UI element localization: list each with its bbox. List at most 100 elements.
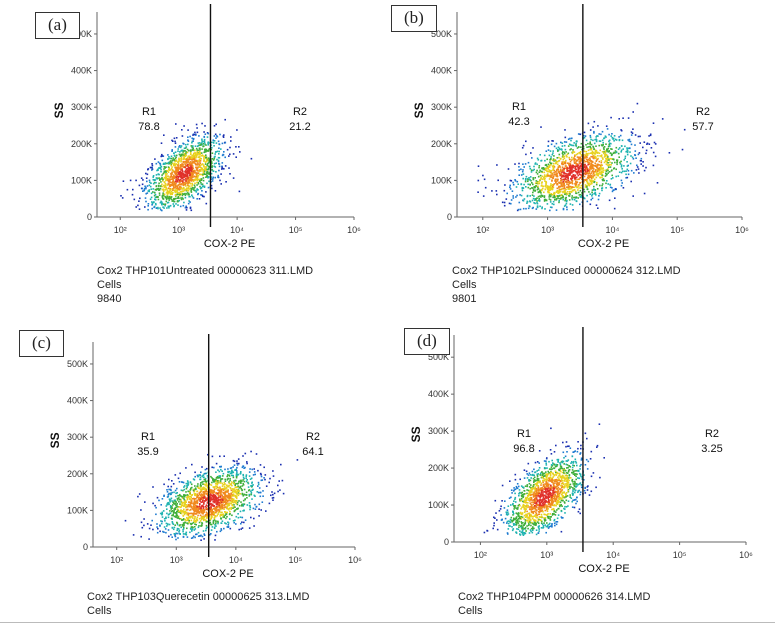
data-point — [601, 144, 603, 146]
data-point — [213, 490, 215, 492]
data-point — [220, 466, 222, 468]
data-point — [590, 181, 592, 183]
data-point — [174, 163, 176, 165]
data-point — [610, 164, 612, 166]
data-point — [576, 186, 578, 188]
data-point — [612, 137, 614, 139]
data-point — [259, 504, 261, 506]
data-point — [181, 129, 183, 131]
data-point — [588, 184, 590, 186]
data-point — [563, 171, 565, 173]
data-point — [221, 167, 223, 169]
data-point — [164, 518, 166, 520]
data-point — [566, 206, 568, 208]
data-point — [189, 164, 191, 166]
data-point — [570, 170, 572, 172]
data-point — [214, 140, 216, 142]
data-point — [637, 103, 639, 105]
data-point — [200, 484, 202, 486]
data-point — [220, 183, 222, 185]
data-point — [234, 511, 236, 513]
data-point — [165, 528, 167, 530]
data-point — [176, 137, 178, 139]
data-point — [563, 181, 565, 183]
data-point — [523, 200, 525, 202]
data-point — [567, 193, 569, 195]
data-point — [159, 207, 161, 209]
data-point — [127, 189, 129, 191]
data-point — [615, 176, 617, 178]
data-point — [174, 177, 176, 179]
data-point — [553, 176, 555, 178]
data-point — [168, 187, 170, 189]
data-point — [635, 134, 637, 136]
data-point — [632, 195, 634, 197]
data-point — [205, 530, 207, 532]
data-point — [564, 141, 566, 143]
data-point — [152, 165, 154, 167]
data-point — [187, 189, 189, 191]
data-point — [169, 501, 171, 503]
y-tick-label: 100K — [71, 175, 92, 185]
data-point — [142, 190, 144, 192]
data-point — [206, 521, 208, 523]
data-point — [558, 160, 560, 162]
data-point — [564, 162, 566, 164]
data-point — [195, 190, 197, 192]
data-point — [222, 155, 224, 157]
data-point — [230, 140, 232, 142]
data-point — [201, 179, 203, 181]
data-point — [206, 175, 208, 177]
data-point — [167, 154, 169, 156]
data-point — [552, 186, 554, 188]
data-point — [214, 527, 216, 529]
data-point — [558, 167, 560, 169]
data-point — [601, 172, 603, 174]
data-point — [179, 194, 181, 196]
data-point — [599, 161, 601, 163]
data-point — [141, 177, 143, 179]
data-point — [204, 186, 206, 188]
data-point — [526, 176, 528, 178]
x-tick-label: 10⁴ — [229, 555, 243, 565]
data-point — [524, 198, 526, 200]
y-axis-title: SS — [412, 102, 426, 118]
data-point — [596, 135, 598, 137]
data-point — [171, 156, 173, 158]
data-point — [587, 173, 589, 175]
data-point — [216, 483, 218, 485]
data-point — [193, 513, 195, 515]
data-point — [179, 151, 181, 153]
data-point — [581, 143, 583, 145]
data-point — [277, 485, 279, 487]
data-point — [563, 170, 565, 172]
data-point — [565, 176, 567, 178]
data-point — [537, 203, 539, 205]
data-point — [175, 509, 177, 511]
data-point — [555, 195, 557, 197]
data-point — [562, 184, 564, 186]
data-point — [164, 205, 166, 207]
data-point — [191, 484, 193, 486]
data-point — [139, 185, 141, 187]
data-point — [572, 165, 574, 167]
data-point — [163, 484, 165, 486]
data-point — [548, 196, 550, 198]
data-point — [250, 517, 252, 519]
data-point — [229, 518, 231, 520]
data-point — [168, 517, 170, 519]
data-point — [197, 515, 199, 517]
data-point — [644, 141, 646, 143]
data-point — [215, 124, 217, 126]
data-point — [190, 497, 192, 499]
data-point — [198, 527, 200, 529]
data-point — [183, 162, 185, 164]
data-point — [177, 180, 179, 182]
data-point — [615, 169, 617, 171]
data-point — [181, 504, 183, 506]
data-point — [591, 192, 593, 194]
data-point — [233, 177, 235, 179]
data-point — [558, 147, 560, 149]
data-point — [155, 194, 157, 196]
data-point — [221, 470, 223, 472]
